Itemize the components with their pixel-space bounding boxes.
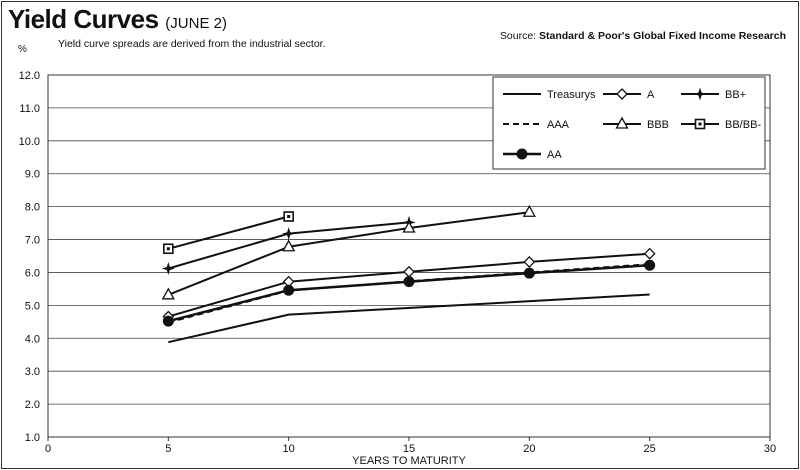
y-tick-label: 3.0: [25, 366, 40, 378]
chart-title: Yield Curves (JUNE 2): [8, 4, 227, 35]
legend-marker: [693, 87, 707, 101]
series-treasurys: [168, 293, 650, 344]
legend-item-bb: BB+: [681, 87, 746, 101]
data-point-bb: [161, 261, 175, 276]
legend-item-bbb: BBB: [603, 116, 669, 131]
series-line-treasurys: [168, 293, 650, 344]
legend-label: BB/BB-: [725, 119, 761, 131]
y-tick-label: 11.0: [19, 103, 40, 115]
y-tick-label: 2.0: [25, 399, 40, 411]
axis-layer: 1.0 2.0 3.0 4.0 5.0 6.0 7.0 8.0 9.0 10.0 11.0 12.0 0…: [19, 70, 777, 467]
x-tick-label: 10: [283, 443, 295, 455]
legend-item-a: A: [603, 88, 655, 101]
legend-marker: [616, 88, 628, 100]
y-tick-label: 6.0: [25, 267, 40, 279]
data-point-aa: [644, 259, 656, 271]
legend: Treasurys A BB+ AAA BBB BB/BB- AA: [492, 76, 766, 170]
legend-item-bb-bb: BB/BB-: [681, 118, 761, 131]
data-point-bb-bb: [283, 211, 294, 222]
y-tick-label: 9.0: [25, 169, 40, 181]
chart-title-text: Yield Curves: [8, 4, 159, 34]
data-point-bbb: [161, 287, 175, 300]
data-point-bbb: [522, 204, 536, 217]
series-a: [162, 247, 656, 323]
data-point-aa: [283, 284, 295, 296]
series-bb-bb: [163, 211, 294, 255]
source-name: Standard & Poor's Global Fixed Income Re…: [539, 30, 786, 42]
chart-subtitle: (JUNE 2): [165, 15, 227, 32]
legend-item-aa: AA: [503, 148, 562, 161]
x-tick-label: 25: [644, 443, 656, 455]
legend-label: AAA: [547, 119, 570, 131]
data-point-a: [643, 247, 656, 260]
x-tick-label: 30: [764, 443, 776, 455]
x-axis-title: YEARS TO MATURITY: [352, 455, 466, 467]
y-tick-label: 8.0: [25, 202, 40, 214]
legend-label: AA: [547, 149, 562, 161]
legend-label: A: [647, 89, 655, 101]
y-axis-unit: %: [18, 44, 27, 55]
chart-note: Yield curve spreads are derived from the…: [58, 38, 326, 50]
y-tick-label: 1.0: [25, 432, 40, 444]
y-tick-label: 4.0: [25, 333, 40, 345]
data-point-aa: [403, 276, 415, 288]
series-bbb: [161, 204, 536, 300]
data-point-bbb: [282, 239, 296, 252]
data-point-aa: [523, 267, 535, 279]
data-point-bbb: [402, 220, 416, 233]
source-credit: Source: Standard & Poor's Global Fixed I…: [500, 30, 786, 42]
y-tick-label: 10.0: [19, 136, 40, 148]
series-line-bb-bb: [168, 215, 289, 250]
x-tick-label: 5: [165, 443, 171, 455]
source-prefix: Source:: [499, 30, 540, 42]
data-point-bb: [282, 227, 296, 241]
y-tick-label: 7.0: [25, 235, 40, 247]
y-tick-label: 5.0: [25, 300, 40, 312]
y-tick-label: 12.0: [19, 70, 40, 82]
legend-label: BB+: [725, 89, 746, 101]
x-tick-label: 20: [523, 443, 535, 455]
legend-marker: [694, 118, 706, 130]
legend-marker: [516, 148, 528, 160]
legend-item-aaa: AAA: [503, 119, 570, 131]
x-tick-label: 0: [45, 443, 51, 455]
series-line-bbb: [167, 211, 530, 296]
legend-label: Treasurys: [547, 89, 596, 101]
legend-item-treasurys: Treasurys: [503, 89, 596, 101]
legend-marker: [615, 116, 629, 129]
legend-label: BBB: [647, 119, 669, 131]
data-point-a: [523, 256, 536, 268]
data-point-a: [403, 265, 415, 278]
series-layer: [161, 204, 656, 344]
series-aa: [162, 259, 656, 327]
data-point-aa: [162, 315, 174, 327]
data-point-bb-bb: [163, 243, 174, 255]
x-tick-label: 15: [403, 443, 415, 455]
